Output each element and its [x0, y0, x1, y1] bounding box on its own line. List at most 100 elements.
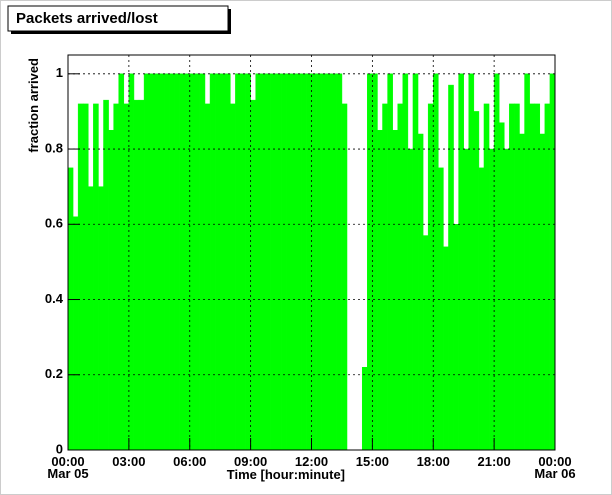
- bar: [549, 73, 556, 451]
- bar: [270, 73, 277, 451]
- bar: [245, 73, 251, 451]
- bar: [118, 73, 125, 451]
- bar: [509, 103, 515, 451]
- y-tick-label: 0.6: [45, 216, 63, 231]
- bar: [290, 73, 297, 451]
- bar: [194, 73, 201, 451]
- x-axis-title: Time [hour:minute]: [227, 467, 345, 482]
- bar: [138, 99, 145, 451]
- bar: [255, 73, 262, 451]
- bar: [209, 73, 216, 451]
- bar: [529, 103, 535, 451]
- bar: [88, 186, 94, 451]
- bar: [250, 99, 256, 451]
- bar: [392, 129, 398, 451]
- bar: [498, 122, 505, 451]
- bar: [468, 73, 475, 451]
- bar: [402, 73, 409, 451]
- bar: [153, 73, 160, 451]
- bar: [148, 73, 155, 451]
- bar: [164, 73, 170, 451]
- bar: [214, 73, 221, 451]
- bar: [67, 167, 74, 451]
- bar: [387, 73, 393, 451]
- bar: [453, 224, 459, 451]
- bar: [326, 73, 333, 451]
- date-label: Mar 06: [534, 466, 575, 481]
- bar: [524, 73, 530, 451]
- x-tick-label: 03:00: [112, 454, 145, 469]
- x-tick-label: 15:00: [356, 454, 389, 469]
- y-tick-label: 0.4: [45, 291, 64, 306]
- bar: [204, 103, 211, 451]
- bar: [412, 73, 419, 451]
- bar: [539, 133, 546, 451]
- plot-frame: [67, 54, 556, 451]
- bar: [397, 103, 404, 451]
- bar: [296, 73, 302, 451]
- bar: [184, 73, 190, 451]
- bar: [235, 73, 241, 451]
- bar: [519, 133, 525, 451]
- date-label: Mar 05: [47, 466, 88, 481]
- bar: [169, 73, 175, 451]
- bar: [422, 235, 429, 451]
- bar: [458, 73, 464, 451]
- x-tick-label: 18:00: [417, 454, 450, 469]
- bar: [189, 73, 196, 451]
- bar: [438, 167, 444, 451]
- bar: [113, 103, 119, 451]
- bar: [478, 167, 485, 451]
- bar: [417, 133, 424, 451]
- bar: [534, 103, 541, 451]
- bar: [361, 366, 368, 451]
- bar: [321, 73, 327, 451]
- y-tick-label: 0: [56, 441, 63, 456]
- x-tick-label: 21:00: [478, 454, 511, 469]
- bar: [433, 73, 439, 451]
- bar: [219, 73, 226, 451]
- bar: [133, 99, 140, 451]
- bar: [514, 103, 520, 451]
- bar: [143, 73, 150, 451]
- bar: [108, 129, 114, 451]
- bar: [179, 73, 185, 451]
- bar: [82, 103, 89, 451]
- x-tick-label: 00:00: [51, 454, 84, 469]
- y-axis-title: fraction arrived: [26, 58, 41, 153]
- bar: [77, 103, 84, 451]
- bar: [448, 84, 454, 451]
- bar: [341, 103, 348, 451]
- bar: [93, 103, 99, 451]
- bar: [174, 73, 180, 451]
- chart-title: Packets arrived/lost: [16, 10, 158, 27]
- bar: [275, 73, 282, 451]
- x-tick-label: 06:00: [173, 454, 206, 469]
- bar: [199, 73, 206, 451]
- bar: [98, 186, 104, 451]
- bar: [128, 73, 135, 451]
- bar: [544, 103, 551, 451]
- bar: [280, 73, 287, 451]
- bar: [443, 246, 449, 451]
- bar: [103, 99, 109, 451]
- bar: [159, 73, 165, 451]
- bar: [72, 216, 79, 451]
- x-tick-label: 00:00: [538, 454, 571, 469]
- bar: [367, 73, 373, 451]
- x-tick-label: 12:00: [295, 454, 328, 469]
- bar: [306, 73, 312, 451]
- bar: [427, 103, 434, 451]
- bar: [260, 73, 267, 451]
- title-box: [7, 5, 229, 32]
- plot-area: 0 0.2 0.4 0.6 0.8 1 00:00 03:00 06:00 09:00 12:00 1…: [45, 54, 576, 481]
- bar: [285, 73, 292, 451]
- bar: [225, 73, 231, 451]
- bar: [240, 73, 246, 451]
- bar: [230, 103, 236, 451]
- bar: [493, 73, 500, 451]
- bar: [316, 73, 322, 451]
- bar: [265, 73, 272, 451]
